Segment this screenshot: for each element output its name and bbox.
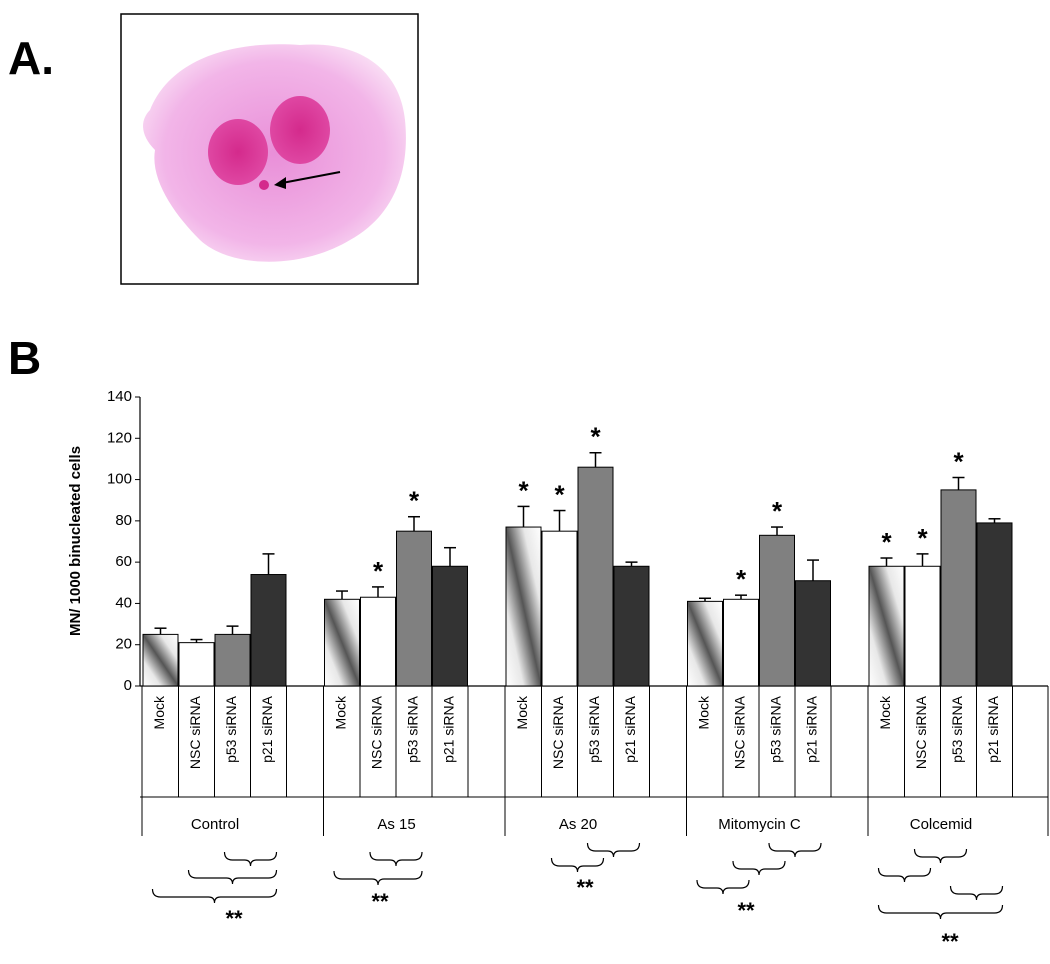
comparison-bracket xyxy=(151,888,278,904)
bar xyxy=(142,633,179,687)
y-tick-label: 40 xyxy=(115,594,132,611)
comparison-bracket xyxy=(696,879,750,895)
series-label: p53 siRNA xyxy=(949,695,965,763)
series-label: Mock xyxy=(333,695,349,729)
bar xyxy=(214,633,251,687)
bar xyxy=(432,565,468,687)
y-tick-label: 60 xyxy=(115,553,132,570)
series-label: p21 siRNA xyxy=(622,695,638,763)
group-label: As 15 xyxy=(377,816,415,833)
significance-star: * xyxy=(590,422,601,452)
series-label: p21 siRNA xyxy=(441,695,457,763)
significance-star: * xyxy=(881,527,892,557)
bar xyxy=(613,565,650,687)
comparison-label: ** xyxy=(737,898,755,923)
y-tick-label: 120 xyxy=(107,429,132,446)
series-label: p53 siRNA xyxy=(405,695,421,763)
comparison-bracket xyxy=(877,867,932,883)
series-label: p53 siRNA xyxy=(586,695,602,763)
comparison-bracket xyxy=(187,869,278,885)
bar xyxy=(505,526,542,687)
y-tick-label: 80 xyxy=(115,512,132,529)
y-tick-label: 100 xyxy=(107,471,132,488)
bar xyxy=(360,596,396,687)
comparison-bracket xyxy=(732,860,786,876)
comparison-bracket xyxy=(550,857,605,873)
series-label: Mock xyxy=(151,695,167,729)
series-label: Mock xyxy=(514,695,530,729)
series-label: NSC siRNA xyxy=(732,695,748,769)
comparison-bracket xyxy=(913,848,968,864)
comparison-label: ** xyxy=(576,875,594,900)
group-label: Mitomycin C xyxy=(718,816,801,833)
group-label: Colcemid xyxy=(910,816,973,833)
bar xyxy=(577,466,614,687)
y-axis-label: MN/ 1000 binucleated cells xyxy=(67,446,84,636)
series-label: p21 siRNA xyxy=(985,695,1001,763)
group-label: Control xyxy=(191,816,239,833)
comparison-bracket xyxy=(949,885,1004,901)
series-label: p21 siRNA xyxy=(804,695,820,763)
comparison-bracket xyxy=(877,904,1004,920)
series-label: p53 siRNA xyxy=(223,695,239,763)
y-tick-label: 140 xyxy=(107,388,132,405)
series-label: NSC siRNA xyxy=(913,695,929,769)
bar xyxy=(178,642,215,687)
comparison-bracket xyxy=(333,870,423,886)
comparison-label: ** xyxy=(371,889,389,914)
bar xyxy=(250,574,287,687)
series-label: NSC siRNA xyxy=(550,695,566,769)
comparison-label: ** xyxy=(941,929,959,954)
y-tick-label: 20 xyxy=(115,636,132,653)
bar xyxy=(687,600,723,687)
bar xyxy=(795,580,831,687)
comparison-label: ** xyxy=(225,906,243,931)
y-tick-label: 0 xyxy=(124,677,132,694)
panel-label: A. xyxy=(8,32,54,84)
series-label: Mock xyxy=(877,695,893,729)
bar xyxy=(324,598,360,687)
series-label: p53 siRNA xyxy=(768,695,784,763)
significance-star: * xyxy=(736,564,747,594)
comparison-bracket xyxy=(768,842,822,858)
micrograph xyxy=(120,13,419,285)
significance-star: * xyxy=(373,556,384,586)
bar xyxy=(541,530,578,687)
group-label: As 20 xyxy=(559,816,597,833)
panel-label: B xyxy=(8,332,41,384)
series-label: NSC siRNA xyxy=(187,695,203,769)
comparison-bracket xyxy=(223,851,278,867)
significance-star: * xyxy=(772,496,783,526)
bar xyxy=(759,534,795,687)
bar xyxy=(904,565,941,687)
bar xyxy=(396,530,432,687)
comparison-bracket xyxy=(369,851,423,867)
bar xyxy=(976,522,1013,687)
significance-star: * xyxy=(917,523,928,553)
series-label: Mock xyxy=(696,695,712,729)
bar xyxy=(723,598,759,687)
significance-star: * xyxy=(554,479,565,509)
series-label: NSC siRNA xyxy=(369,695,385,769)
comparison-bracket xyxy=(586,842,641,858)
bar xyxy=(868,565,905,687)
series-label: p21 siRNA xyxy=(259,695,275,763)
bar xyxy=(940,489,977,687)
significance-star: * xyxy=(409,486,420,516)
significance-star: * xyxy=(953,446,964,476)
significance-star: * xyxy=(518,475,529,505)
